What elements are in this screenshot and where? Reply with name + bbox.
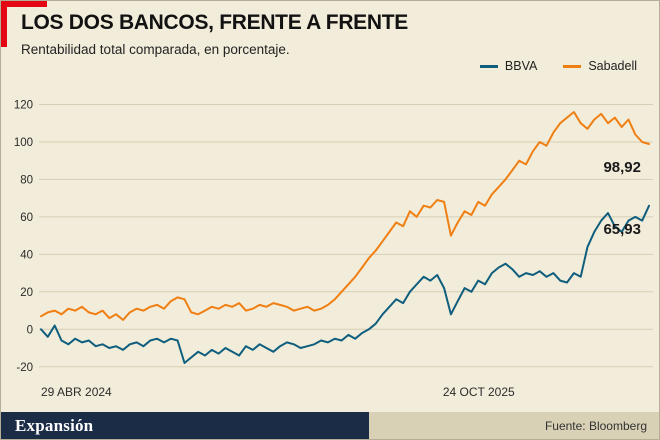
end-value-label-bbva: 65,93 [603,221,641,238]
legend-item-bbva: BBVA [479,59,538,73]
chart-svg: -20 0 20 40 60 80 100 120 29 ABR 2024 24 OCT 2025… [14,100,653,399]
series-line-bbva [40,204,650,364]
series-line-sabadell [40,111,650,321]
source-strip: Fuente: Bloomberg [369,412,659,439]
chart-subtitle: Rentabilidad total comparada, en porcent… [21,42,290,58]
legend-label-bbva: BBVA [504,59,538,73]
y-tick-label: 40 [20,249,33,261]
legend-label-sabadell: Sabadell [588,59,637,73]
brand-strip: Expansión [1,412,370,439]
y-tick-label: 80 [20,174,33,186]
brand-logo: Expansión [15,415,94,435]
y-tick-label: 60 [20,212,33,224]
sabadell-line-swatch-icon [563,64,582,68]
chart-legend: BBVA Sabadell [479,59,637,73]
chart-title: LOS DOS BANCOS, FRENTE A FRENTE [21,11,408,34]
end-value-label-sabadell: 98,92 [603,159,641,176]
y-tick-label: 20 [20,287,33,299]
plot-area: -20 0 20 40 60 80 100 120 29 ABR 2024 24 OCT 2025… [1,85,659,407]
red-accent-corner-horizontal [1,1,47,7]
bbva-line-swatch-icon [479,64,498,68]
source-credit: Fuente: Bloomberg [544,418,647,433]
y-tick-label: 120 [14,100,33,112]
legend-item-sabadell: Sabadell [563,59,637,73]
x-tick-label: 29 ABR 2024 [41,385,112,399]
y-tick-label: 100 [14,137,33,149]
footer-bar: Expansión Fuente: Bloomberg [1,412,659,439]
red-accent-corner-vertical [1,1,7,47]
chart-header: LOS DOS BANCOS, FRENTE A FRENTE Rentabil… [21,11,639,57]
x-tick-label: 24 OCT 2025 [443,385,515,399]
y-tick-label: 0 [27,324,33,336]
y-tick-label: -20 [16,362,33,374]
